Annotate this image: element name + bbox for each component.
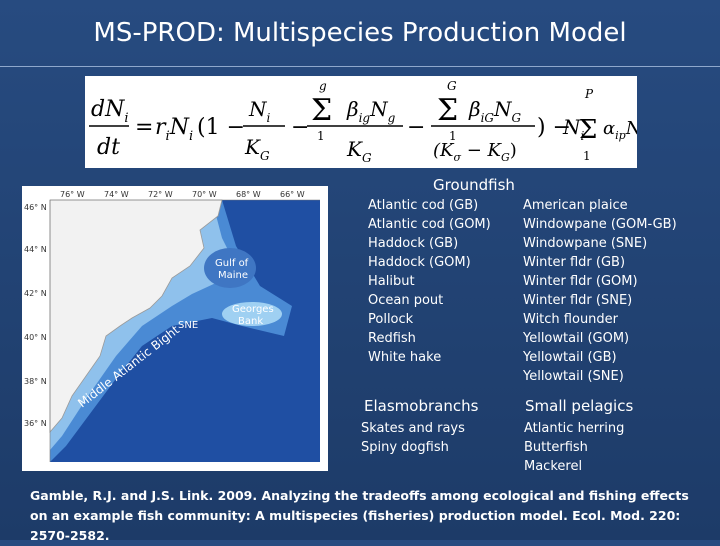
lat-tick-46n: 46° N <box>24 203 47 212</box>
list-item: Yellowtail (GB) <box>523 350 617 365</box>
list-item: Windowpane (GOM-GB) <box>523 217 677 232</box>
list-item: Yellowtail (GOM) <box>523 331 630 346</box>
groundfish-list-col2: American plaice Windowpane (GOM-GB) Window… <box>523 196 677 386</box>
lon-tick-74w: 74° W <box>104 190 129 199</box>
svg-text:=: = <box>135 115 153 140</box>
lat-tick-36n: 36° N <box>24 419 47 428</box>
list-item: Butterfish <box>524 440 588 455</box>
list-item: Haddock (GOM) <box>368 255 471 270</box>
small-pelagics-list: Atlantic herring Butterfish Mackerel <box>524 419 624 476</box>
svg-text:G: G <box>447 79 457 93</box>
slide-title: MS-PROD: Multispecies Production Model <box>93 18 627 48</box>
list-item: Atlantic cod (GB) <box>368 198 479 213</box>
svg-text:βiGNG: βiGNG <box>468 97 522 125</box>
lat-tick-40n: 40° N <box>24 333 47 342</box>
list-item: Windowpane (SNE) <box>523 236 648 251</box>
list-item: Ocean pout <box>368 293 444 308</box>
ms-prod-equation: dNi dt = riNi (1 − Ni KG − g Σ βigNg 1 K… <box>85 76 643 168</box>
lon-tick-68w: 68° W <box>236 190 261 199</box>
list-item: Spiny dogfish <box>361 440 449 455</box>
list-item: Atlantic herring <box>524 421 625 436</box>
svg-text:Σ: Σ <box>579 115 597 145</box>
lon-tick-72w: 72° W <box>148 190 173 199</box>
svg-text:1: 1 <box>449 129 457 143</box>
svg-text:Σ: Σ <box>437 93 458 128</box>
title-divider <box>0 66 720 67</box>
list-item: Winter fldr (SNE) <box>523 293 633 308</box>
lat-tick-42n: 42° N <box>24 289 47 298</box>
svg-text:−: − <box>407 115 425 140</box>
svg-text:Σ: Σ <box>311 93 332 128</box>
svg-text:1: 1 <box>317 129 325 143</box>
eq-lhs-denominator: dt <box>97 135 120 160</box>
elasmobranchs-heading: Elasmobranchs <box>364 397 479 415</box>
list-item: Halibut <box>368 274 415 289</box>
svg-text:−: − <box>291 115 309 140</box>
lon-tick-70w: 70° W <box>192 190 217 199</box>
groundfish-list-col1: Atlantic cod (GB) Atlantic cod (GOM) Haddo… <box>368 196 491 367</box>
eq-lhs-numerator: dNi <box>91 97 129 126</box>
list-item: Atlantic cod (GOM) <box>368 217 491 232</box>
svg-text:KG: KG <box>244 135 270 163</box>
groundfish-heading: Groundfish <box>433 176 515 194</box>
svg-text:(Kσ − KG): (Kσ − KG) <box>433 140 517 164</box>
list-item: Witch flounder <box>523 312 619 327</box>
list-item: Winter fldr (GOM) <box>523 274 638 289</box>
svg-text:Ni: Ni <box>248 97 271 125</box>
list-item: Pollock <box>368 312 414 327</box>
list-item: Yellowtail (SNE) <box>523 369 624 384</box>
list-item: White hake <box>368 350 442 365</box>
citation: Gamble, R.J. and J.S. Link. 2009. Analyz… <box>30 488 689 543</box>
small-pelagics-heading: Small pelagics <box>525 397 634 415</box>
svg-text:riNi: riNi <box>155 115 193 144</box>
svg-text:KG: KG <box>346 137 372 165</box>
list-item: Winter fldr (GB) <box>523 255 626 270</box>
svg-text:P: P <box>584 87 594 101</box>
svg-text:Ni: Ni <box>562 115 585 143</box>
svg-text:(1 −: (1 − <box>197 115 245 140</box>
svg-text:αipN: αipN <box>603 118 637 142</box>
elasmobranchs-list: Skates and rays Spiny dogfish <box>361 419 465 457</box>
svg-text:) −: ) − <box>537 115 571 140</box>
map-label-georges-bank-1: Georges <box>232 304 274 315</box>
svg-text:g: g <box>319 79 327 93</box>
lon-tick-66w: 66° W <box>280 190 305 199</box>
list-item: American plaice <box>523 198 628 213</box>
list-item: Mackerel <box>524 459 583 474</box>
lon-tick-76w: 76° W <box>60 190 85 199</box>
list-item: Haddock (GB) <box>368 236 459 251</box>
lat-tick-38n: 38° N <box>24 377 47 386</box>
svg-text:1: 1 <box>583 149 591 163</box>
map-label-gulf-of-maine-1: Gulf of <box>215 258 249 269</box>
list-item: Skates and rays <box>361 421 465 436</box>
map-label-gulf-of-maine-2: Maine <box>218 270 248 281</box>
map-label-georges-bank-2: Bank <box>238 316 263 327</box>
svg-text:βigNg: βigNg <box>346 97 396 125</box>
lat-tick-44n: 44° N <box>24 245 47 254</box>
study-area-map: 76° W 74° W 72° W 70° W 68° W 66° W 46° … <box>22 186 328 471</box>
list-item: Redfish <box>368 331 416 346</box>
map-label-sne: SNE <box>178 320 198 331</box>
